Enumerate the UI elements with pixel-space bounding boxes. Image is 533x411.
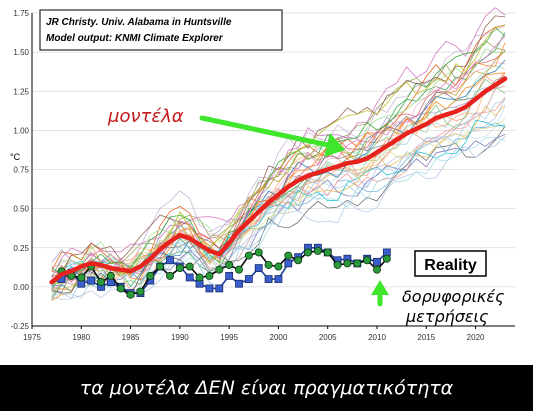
models-arrow-head [324,133,345,157]
satellite-b-point-22 [274,275,283,283]
satellite-b-point-23 [284,259,293,268]
satellite-a-line [61,250,388,296]
satellite-a-point-10 [156,262,165,271]
credit-box: JR Christy. Univ. Alabama in Huntsville … [39,9,283,51]
satellite-a-point-27 [323,248,332,257]
caption-text: τα μοντέλα ΔΕΝ είναι πραγματικότητα [79,377,454,399]
model-mean-line [49,76,508,285]
satellite-a-point-14 [195,273,204,282]
credit-line-1: JR Christy. Univ. Alabama in Huntsville [46,17,232,28]
y-tick-label-4: 0.75 [13,166,29,175]
y-tick-label-7: 1.50 [13,48,29,57]
caption-bar: τα μοντέλα ΔΕΝ είναι πραγματικότητα [0,365,533,411]
model-run-line-32 [51,35,506,283]
x-tick-label-5: 2000 [270,333,288,342]
satellite-a-point-26 [313,246,322,255]
satellite-a-point-23 [284,251,293,260]
x-tick-label-9: 2020 [467,333,485,342]
satellite-b-point-11 [166,256,174,265]
satellite-a-point-21 [264,260,273,269]
model-run-line-34 [51,24,506,285]
satellite-a-point-30 [353,259,362,268]
satellite-a-point-29 [343,259,352,268]
credit-box-frame [39,9,283,51]
satellite-b-line [61,247,388,294]
y-axis-unit: °C [10,152,21,162]
satellite-b-point-32 [373,257,381,266]
reality-box-frame [414,250,487,277]
x-tick-label-2: 1985 [122,333,140,342]
satellite-a-point-32 [372,265,381,274]
models-label: μοντέλα [107,106,184,127]
x-tick-label-1: 1980 [72,333,90,342]
satellite-a-point-8 [136,287,145,296]
satellite-b-point-13 [185,273,194,282]
y-tick-label-6: 1.25 [13,87,29,96]
models-arrow-shaft [199,115,331,148]
satellite-b-point-17 [225,272,234,280]
axes [31,13,515,327]
satellite-a-point-24 [294,256,303,265]
satellite-a-point-19 [244,251,253,260]
satellite-b-point-20 [254,264,263,272]
x-tick-label-7: 2010 [368,333,386,342]
satellite-a-point-13 [185,262,194,271]
reality-label: Reality [424,257,477,274]
model-run-line-10 [51,75,506,267]
models-arrow [199,115,345,157]
satellite-a-point-22 [274,262,283,271]
satellite-a-point-2 [77,273,86,282]
satellite-a-point-5 [106,271,115,280]
model-run-line-26 [51,118,506,284]
satellite-b-point-15 [205,284,214,293]
model-run-line-21 [51,96,506,276]
satellite-arrow-head [371,280,389,295]
y-tick-label-2: 0.25 [13,244,29,253]
y-tick-label-8: 1.75 [13,9,29,18]
x-tick-label-3: 1990 [171,333,189,342]
satellite-a-point-28 [333,260,342,269]
satellite-b-point-16 [215,284,224,293]
x-tick-label-6: 2005 [319,333,337,342]
satellite-b-point-21 [264,275,273,283]
satellite-a-point-11 [165,271,174,280]
reality-box: Reality [414,250,487,277]
model-run-line-11 [51,78,506,297]
x-tick-label-8: 2015 [417,333,435,342]
y-tick-label-0: -0.25 [11,322,30,331]
satellite-a-point-16 [215,265,224,274]
satellite-label-line1: δορυφορικές [402,287,504,306]
satellite-a-point-7 [126,290,135,299]
satellite-b-point-18 [235,279,243,288]
y-tick-label-1: 0.00 [13,283,29,292]
y-tick-label-5: 1.00 [13,126,29,135]
satellite-a-point-4 [97,278,106,287]
credit-line-2: Model output: KNMI Climate Explorer [46,33,224,44]
temperature-chart: -0.25 0.00 0.25 0.50 0.75 1.00 1.25 1.50 1.75 197… [10,7,515,342]
x-tick-label-0: 1975 [23,333,41,342]
tick-labels: -0.25 0.00 0.25 0.50 0.75 1.00 1.25 1.50 1.75 197… [11,9,485,342]
satellite-arrow [371,280,389,307]
satellite-label-line2: μετρήσεις [405,307,488,326]
satellite-a-point-12 [175,264,184,273]
satellite-a-point-31 [363,256,372,265]
x-tick-label-4: 1995 [220,333,238,342]
satellite-a-point-9 [146,271,155,280]
satellite-a-point-15 [205,271,214,280]
satellite-a-point-6 [116,284,125,293]
satellite-a-point-20 [254,248,263,257]
satellite-b-point-19 [244,275,253,283]
satellite-a-point-25 [303,248,312,257]
model-run-line-30 [51,26,506,276]
series-group [49,76,508,299]
satellite-a-point-33 [382,254,391,263]
model-run-line-31 [51,15,506,277]
satellite-b-point-3 [87,276,96,285]
satellite-a-point-18 [234,265,243,274]
y-tick-label-3: 0.50 [13,205,29,214]
satellite-a-point-17 [225,260,234,269]
